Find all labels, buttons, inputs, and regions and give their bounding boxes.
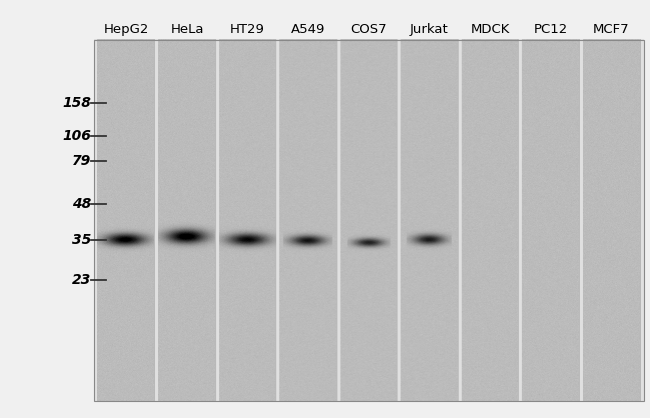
Text: PC12: PC12 <box>534 23 568 36</box>
Text: HepG2: HepG2 <box>104 23 150 36</box>
Text: HT29: HT29 <box>230 23 265 36</box>
Text: 35: 35 <box>72 233 91 247</box>
Text: COS7: COS7 <box>350 23 387 36</box>
Text: A549: A549 <box>291 23 326 36</box>
Text: MDCK: MDCK <box>471 23 510 36</box>
Text: Jurkat: Jurkat <box>410 23 449 36</box>
Text: 23: 23 <box>72 273 91 287</box>
Bar <box>94 40 644 401</box>
Text: HeLa: HeLa <box>170 23 204 36</box>
Text: MCF7: MCF7 <box>593 23 630 36</box>
Text: 106: 106 <box>62 128 91 143</box>
Text: 158: 158 <box>62 96 91 110</box>
Text: 48: 48 <box>72 197 91 211</box>
Text: 79: 79 <box>72 154 91 168</box>
